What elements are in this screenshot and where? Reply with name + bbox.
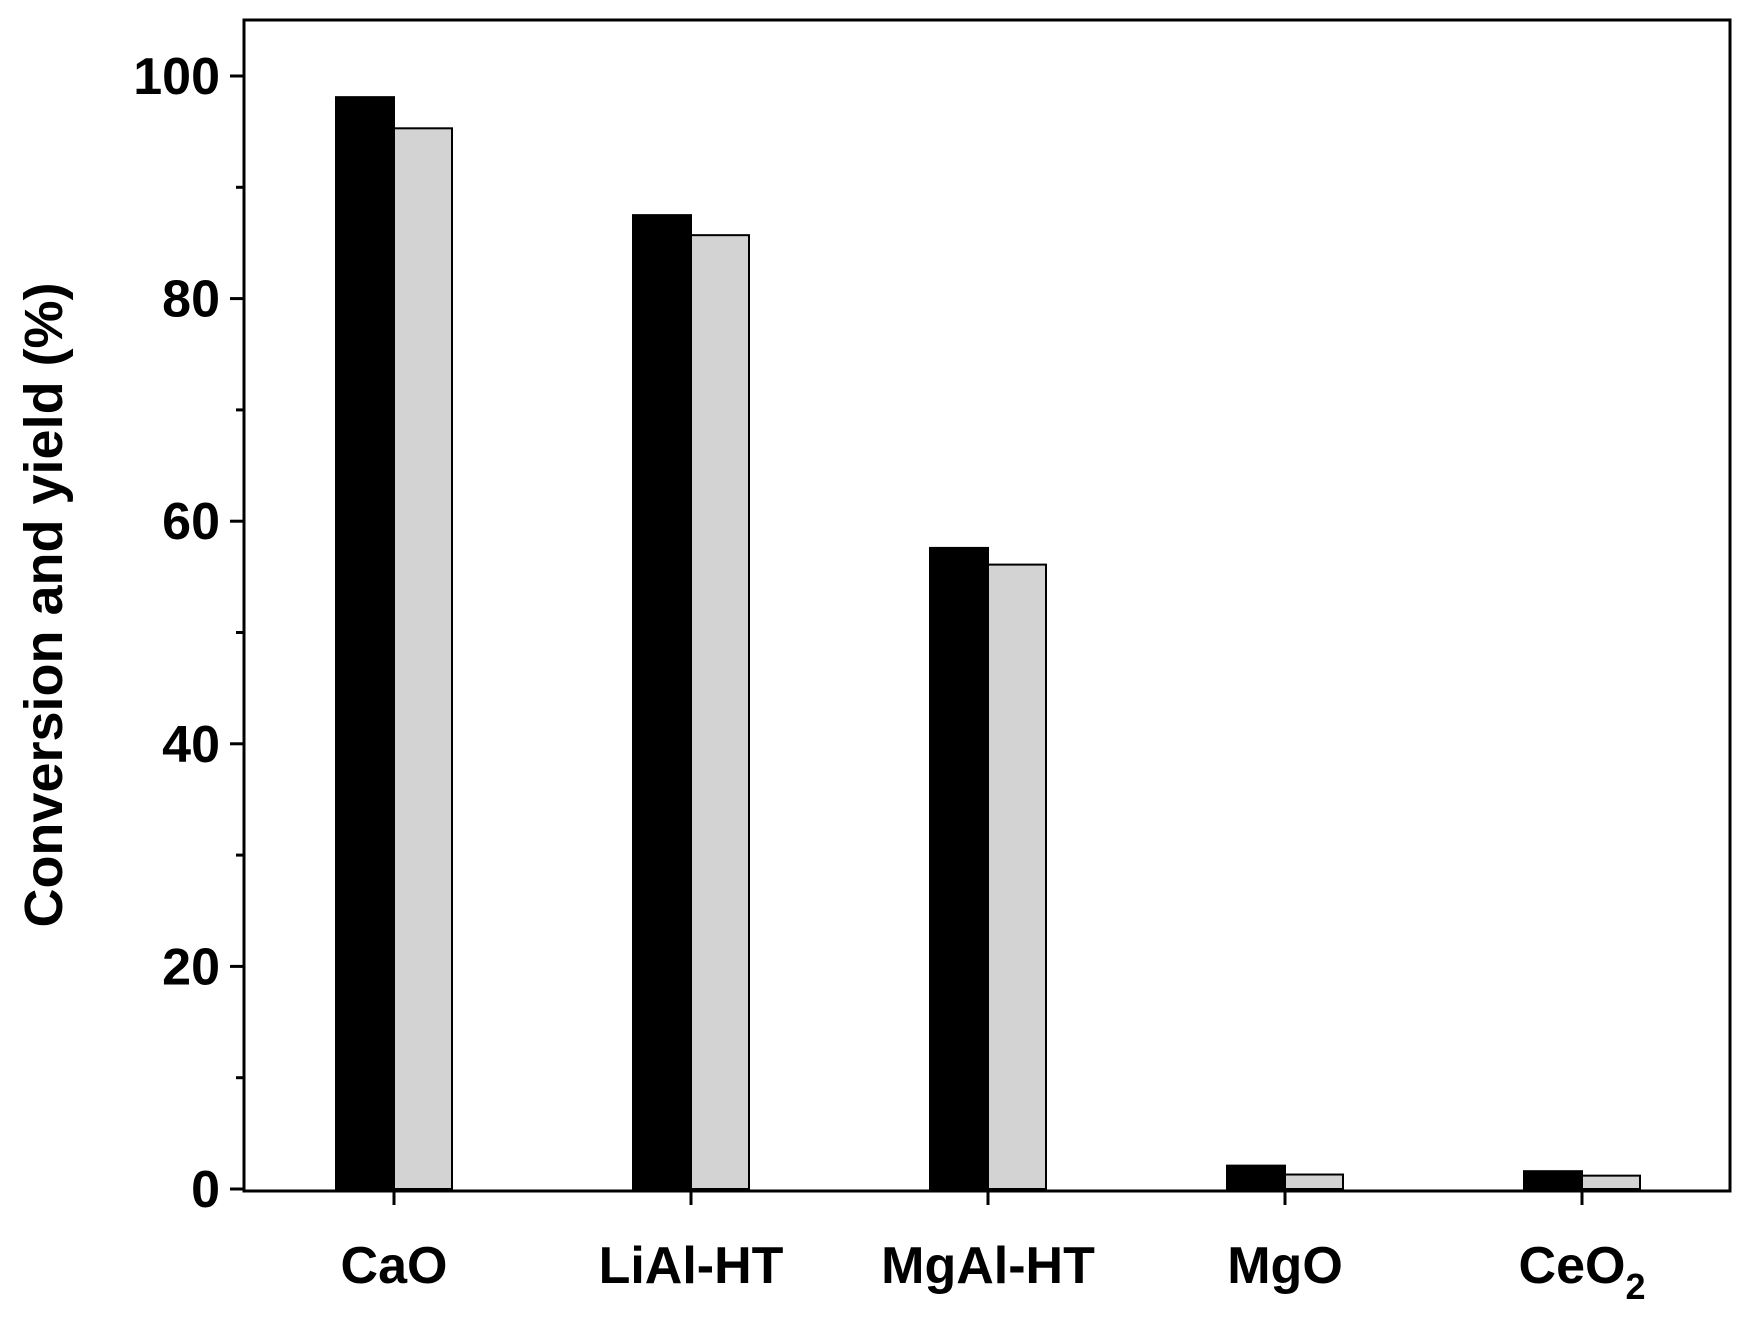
bar-series-1-3 xyxy=(1226,1164,1286,1190)
bars-layer xyxy=(335,96,1641,1191)
bar-series-2-4 xyxy=(1581,1174,1641,1191)
bar-series-1-4 xyxy=(1523,1170,1583,1191)
x-axis: CaO LiAl-HT MgAl-HT MgO CeO2 xyxy=(341,1191,1646,1307)
plot-frame xyxy=(242,18,1732,1193)
y-tick-label: 80 xyxy=(162,271,220,329)
bar-series-2-3 xyxy=(1284,1173,1344,1191)
bar-series-2-0 xyxy=(393,127,453,1190)
x-tick-label: MgAl-HT xyxy=(881,1237,1095,1295)
x-tick-label: LiAl-HT xyxy=(599,1237,784,1295)
y-axis-title: Conversion and yield (%) xyxy=(14,282,74,927)
bar-series-2-2 xyxy=(987,563,1047,1190)
bar-series-1-1 xyxy=(632,214,692,1190)
y-tick-label: 40 xyxy=(162,716,220,774)
bar-series-2-1 xyxy=(690,234,750,1190)
x-tick-label: CeO2 xyxy=(1519,1237,1646,1307)
y-tick-label: 0 xyxy=(191,1161,220,1219)
y-tick-label: 100 xyxy=(133,48,220,106)
x-tick-label: CaO xyxy=(341,1237,448,1295)
y-tick-label: 20 xyxy=(162,938,220,996)
bar-series-1-0 xyxy=(335,96,395,1191)
y-tick-label: 60 xyxy=(162,493,220,551)
bar-series-1-2 xyxy=(929,546,989,1190)
y-axis: 0 20 40 60 80 100 xyxy=(133,48,244,1219)
x-tick-label: MgO xyxy=(1227,1237,1343,1295)
